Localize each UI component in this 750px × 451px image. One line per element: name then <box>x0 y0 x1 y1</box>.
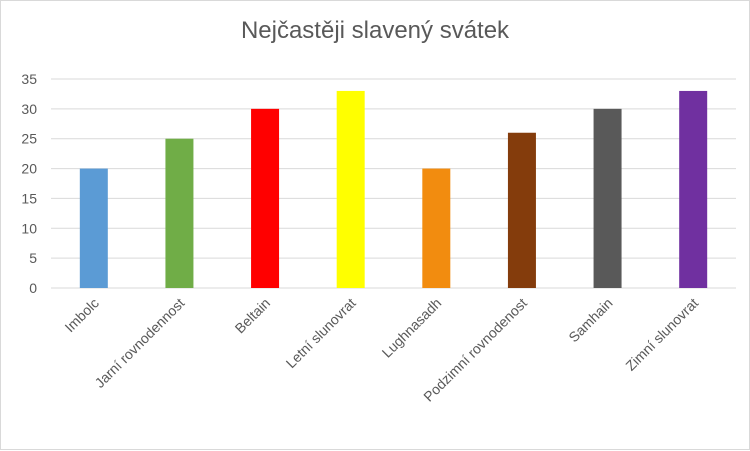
x-category-label: Jarní rovnodennost <box>91 295 187 391</box>
y-tick-label: 5 <box>29 250 37 266</box>
x-category-label: Samhain <box>565 295 615 345</box>
bar <box>422 168 451 288</box>
y-tick-label: 25 <box>21 131 37 147</box>
bar <box>593 108 622 288</box>
bar <box>336 90 365 288</box>
x-category-label: Beltain <box>232 295 274 337</box>
y-tick-label: 20 <box>21 161 37 177</box>
y-tick-label: 30 <box>21 101 37 117</box>
x-category-label: Lughnasadh <box>379 295 445 361</box>
x-category-label: Zimní slunovrat <box>622 295 701 374</box>
x-category-label: Imbolc <box>61 295 101 335</box>
y-tick-label: 15 <box>21 190 37 206</box>
bar <box>507 132 536 288</box>
x-category-label: Letní slunovrat <box>283 295 359 371</box>
bar <box>679 90 708 288</box>
y-tick-label: 0 <box>29 280 37 296</box>
bar <box>79 168 108 288</box>
y-tick-label: 35 <box>21 71 37 87</box>
bar <box>251 108 280 288</box>
bar <box>165 138 194 288</box>
chart-title: Nejčastěji slavený svátek <box>240 17 510 44</box>
y-tick-label: 10 <box>21 220 37 236</box>
